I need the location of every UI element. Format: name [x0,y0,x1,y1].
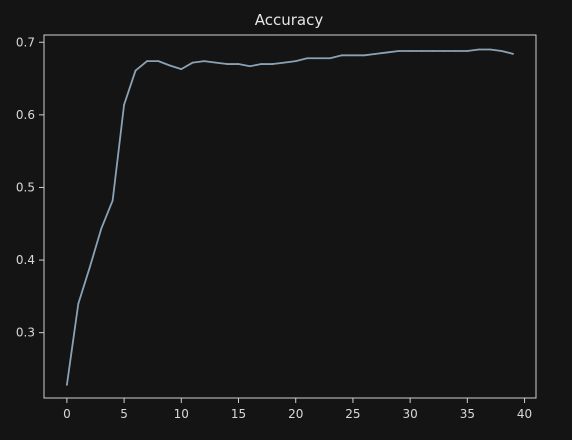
series-layer [66,49,514,386]
data-point [318,57,320,59]
y-tick-label: 0.7 [16,35,35,49]
data-point [180,68,182,70]
data-point [432,50,434,52]
data-point [306,57,308,59]
x-tick-label: 35 [460,407,475,421]
data-point [283,62,285,64]
data-point [444,50,446,52]
data-point [146,60,148,62]
x-tick-label: 10 [174,407,189,421]
y-tick-label: 0.6 [16,108,35,122]
y-tick-label: 0.4 [16,253,35,267]
x-tick-label: 30 [402,407,417,421]
data-point [501,50,503,52]
chart-title: Accuracy [255,11,324,29]
data-point [135,70,137,72]
data-point [295,60,297,62]
data-point [409,50,411,52]
x-tick-label: 40 [517,407,532,421]
data-point [66,384,68,386]
x-axis: 0 5 10 15 20 25 30 35 40 [63,398,532,421]
x-tick-label: 0 [63,407,71,421]
data-point [215,62,217,64]
data-point [260,63,262,65]
series-line-0 [67,50,513,385]
data-point [341,54,343,56]
data-point [192,62,194,64]
x-tick-label: 5 [120,407,128,421]
data-point [249,65,251,67]
y-axis: 0.3 0.4 0.5 0.6 0.7 [16,35,44,339]
y-tick-label: 0.3 [16,326,35,340]
data-point [329,57,331,59]
data-point [112,200,114,202]
data-point [512,53,514,55]
data-point [466,50,468,52]
data-point [478,49,480,51]
data-point [77,303,79,305]
data-point [100,228,102,230]
data-point [272,63,274,65]
x-tick-label: 25 [345,407,360,421]
data-point [238,63,240,65]
x-tick-label: 15 [231,407,246,421]
data-point [386,52,388,54]
data-point [375,53,377,55]
data-point [363,54,365,56]
data-point [455,50,457,52]
plot-area-frame [44,35,536,398]
data-point [123,104,125,106]
data-point [89,266,91,268]
data-point [226,63,228,65]
data-point [489,49,491,51]
data-point [421,50,423,52]
data-point [169,65,171,67]
y-tick-label: 0.5 [16,180,35,194]
data-point [203,60,205,62]
data-point [158,60,160,62]
data-point [352,54,354,56]
data-point [398,50,400,52]
x-tick-label: 20 [288,407,303,421]
